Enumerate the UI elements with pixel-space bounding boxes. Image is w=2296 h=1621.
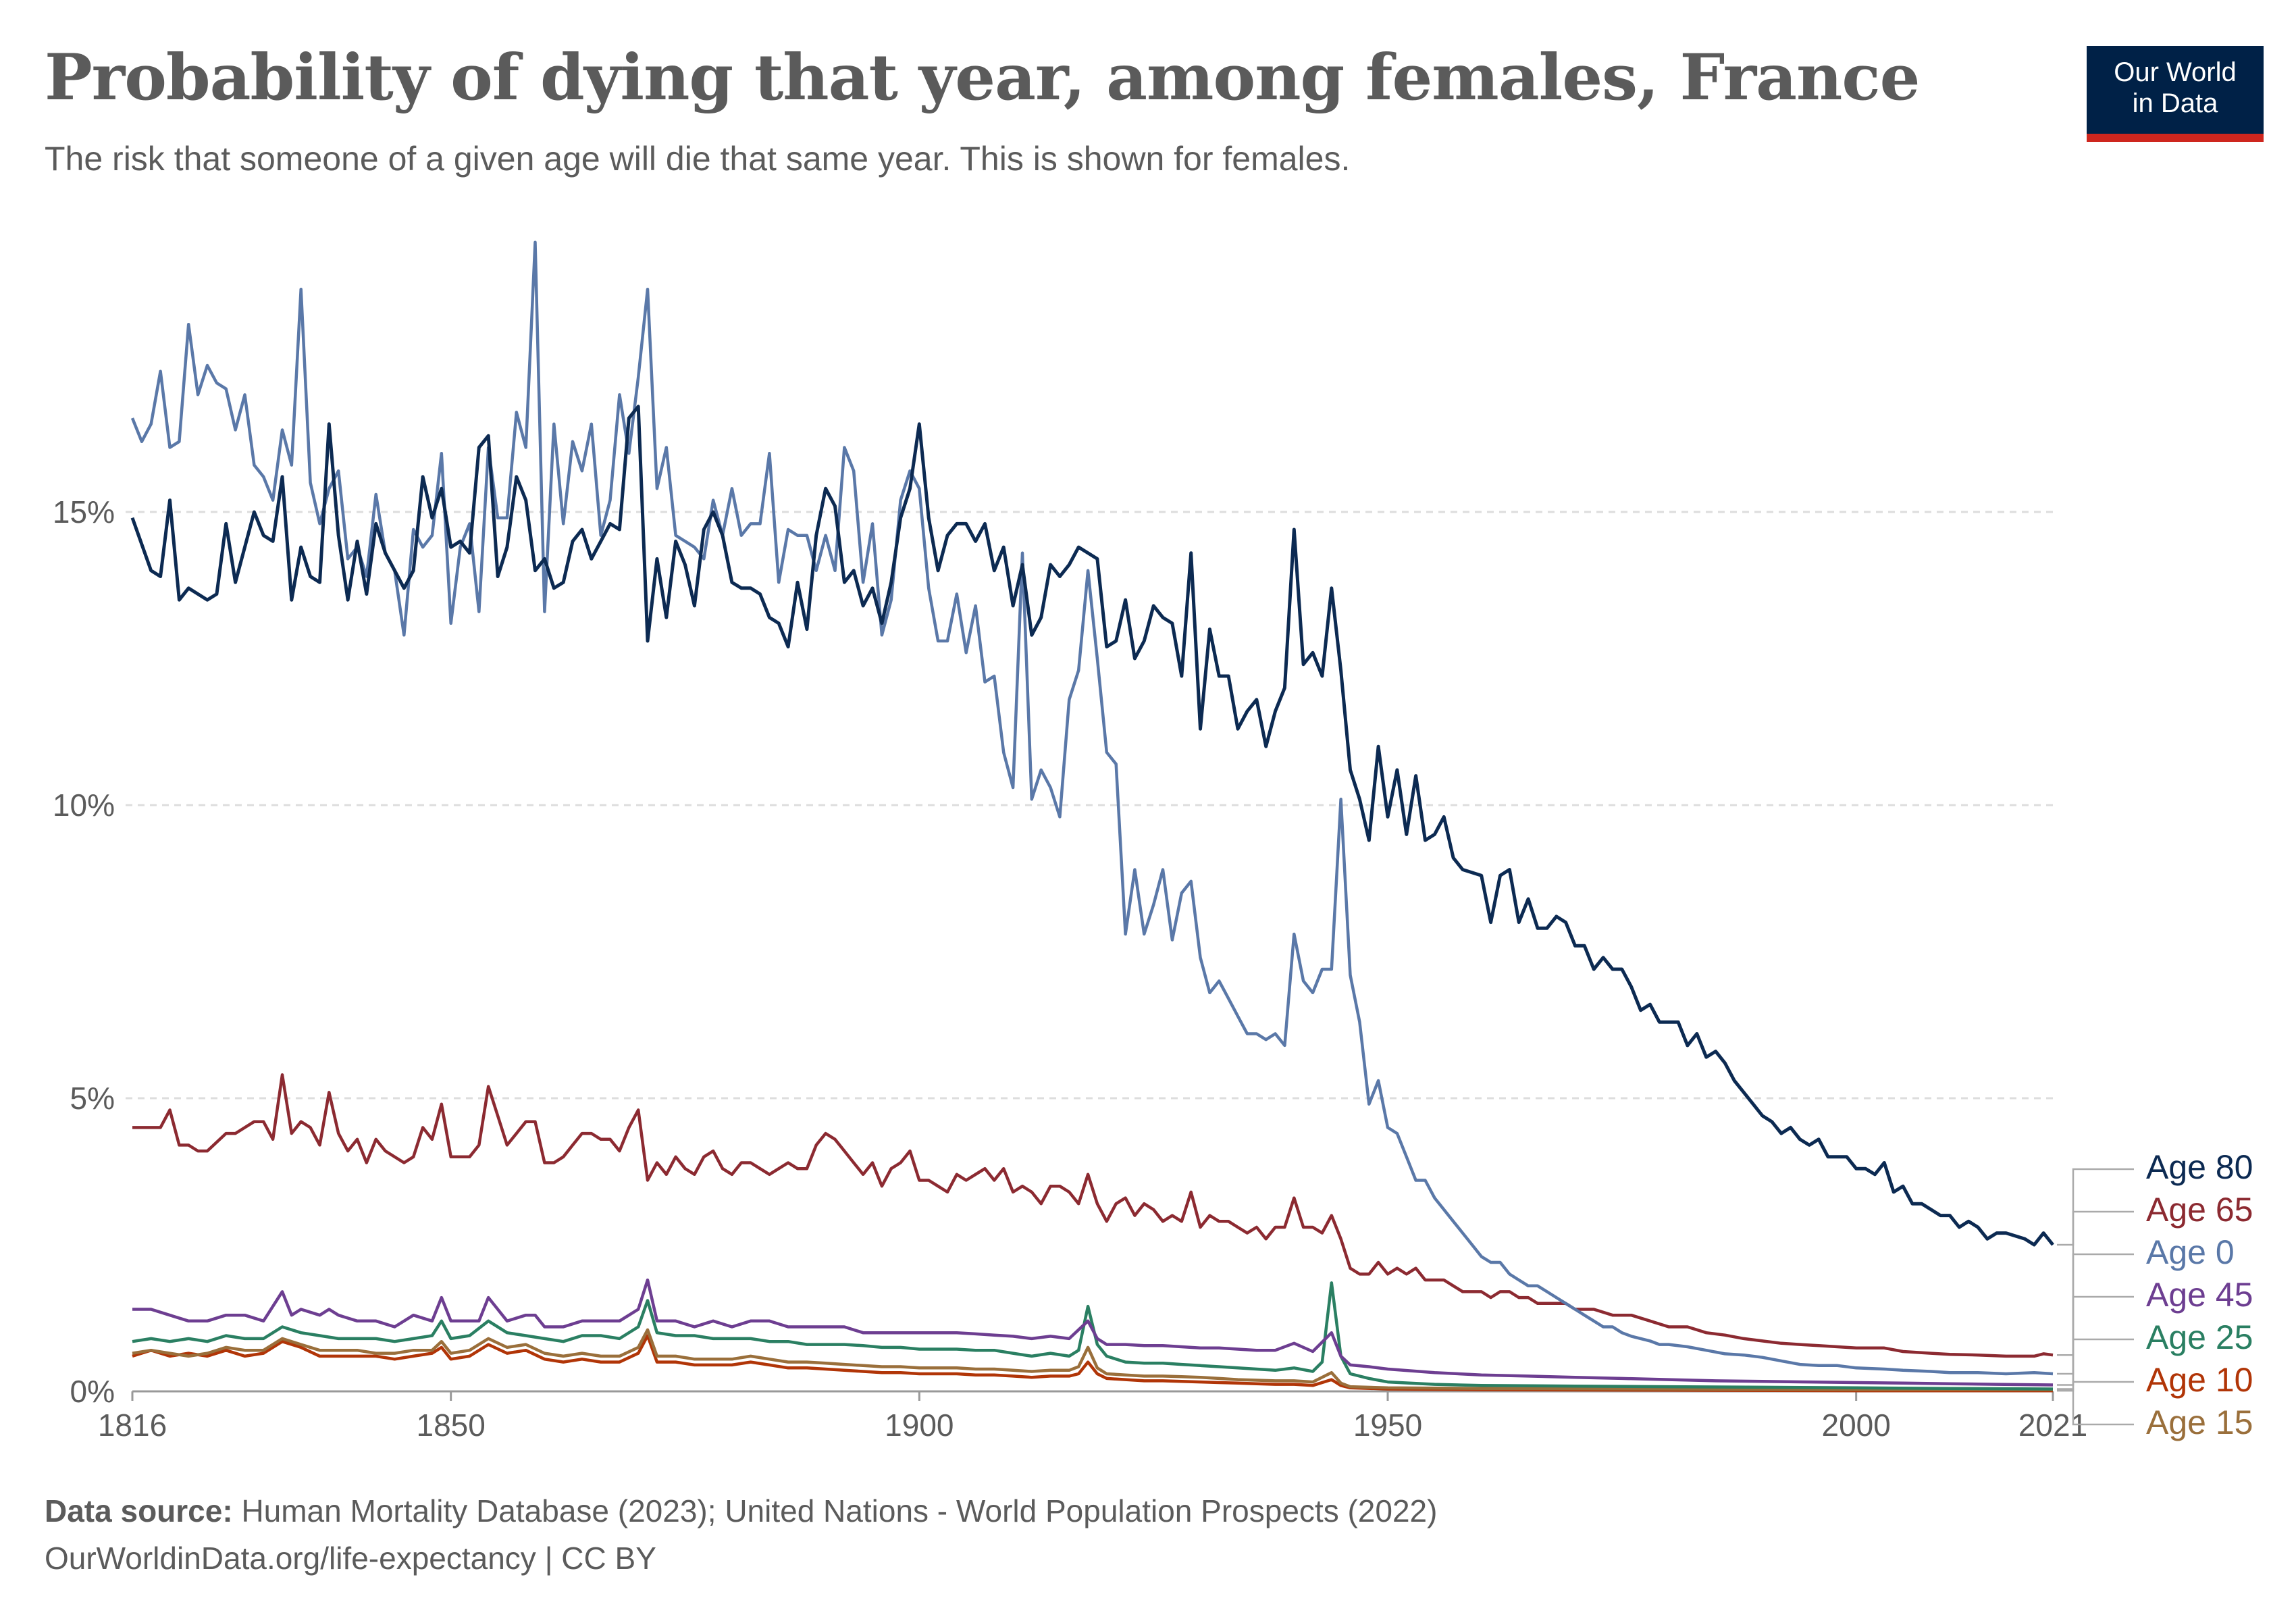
series-lines — [130, 240, 2054, 1393]
chart-title: Probability of dying that year, among fe… — [45, 41, 1920, 115]
series-line-age-80 — [130, 405, 2054, 1247]
x-axis: 1816 1850 1900 1950 2000 2021 — [98, 1390, 2087, 1443]
logo-line-2: in Data — [2132, 88, 2218, 118]
y-axis-ticks: 0% 5% 10% 15% — [53, 494, 115, 1409]
legend-label-age-15: Age 15 — [2146, 1404, 2253, 1441]
legend-connector — [2057, 1295, 2134, 1386]
x-tick-label: 1816 — [98, 1408, 167, 1443]
legend-connector — [2057, 1168, 2134, 1246]
x-tick-label: 2000 — [1821, 1408, 1890, 1443]
legend-label-age-45: Age 45 — [2146, 1276, 2253, 1314]
data-source-label: Data source: — [45, 1493, 233, 1528]
gridlines — [126, 511, 2053, 1100]
legend-connector — [2057, 1389, 2134, 1426]
footer-link[interactable]: OurWorldinData.org/life-expectancy | CC … — [45, 1541, 656, 1576]
series-line-age-10 — [132, 1334, 2053, 1393]
y-tick-label: 0% — [70, 1374, 115, 1409]
legend-connector — [2057, 1210, 2134, 1356]
data-source: Data source: Human Mortality Database (2… — [45, 1493, 1437, 1529]
y-tick-label: 10% — [53, 788, 115, 823]
series-line-age-65 — [132, 1073, 2054, 1358]
legend: Age 80 Age 65 Age 0 Age 45 Age 25 Age 10 Age 1… — [2057, 1148, 2253, 1441]
legend-label-age-65: Age 65 — [2146, 1191, 2253, 1229]
legend-connector — [2057, 1381, 2134, 1392]
legend-label-age-80: Age 80 — [2146, 1148, 2253, 1186]
legend-label-age-0: Age 0 — [2146, 1233, 2235, 1271]
x-tick-label: 1850 — [417, 1408, 486, 1443]
legend-label-age-25: Age 25 — [2146, 1318, 2253, 1356]
series-line-age-25 — [132, 1281, 2054, 1391]
owid-logo[interactable]: Our World in Data — [2087, 46, 2264, 142]
legend-label-age-10: Age 10 — [2146, 1361, 2253, 1399]
logo-line-1: Our World — [2114, 57, 2237, 87]
x-tick-label: 1900 — [885, 1408, 954, 1443]
data-source-text[interactable]: Human Mortality Database (2023); United … — [241, 1493, 1438, 1528]
y-tick-label: 15% — [53, 494, 115, 530]
y-tick-label: 5% — [70, 1081, 115, 1116]
chart-subtitle: The risk that someone of a given age wil… — [45, 140, 1351, 178]
x-tick-label: 1950 — [1353, 1408, 1422, 1443]
series-line-age-45 — [132, 1278, 2054, 1387]
series-line-age-15 — [132, 1328, 2053, 1391]
series-line-age-0 — [130, 240, 2054, 1376]
